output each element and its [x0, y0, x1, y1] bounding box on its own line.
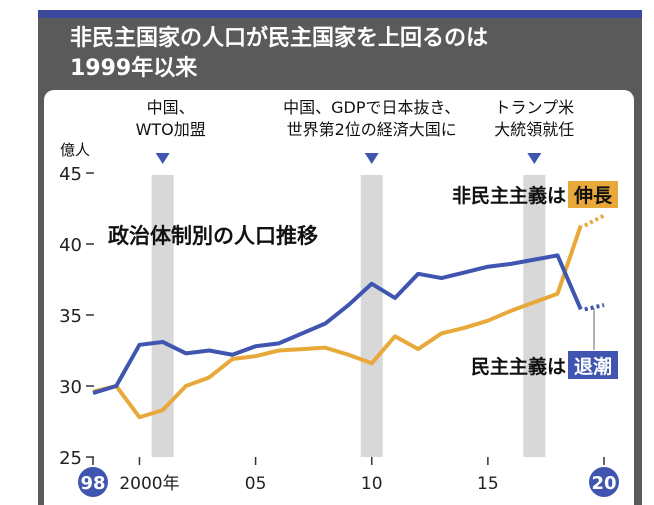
- title-line-2: 1999年以来: [70, 56, 198, 81]
- y-axis-label: 億人: [60, 141, 90, 159]
- event-marker-icon: [364, 153, 379, 164]
- series-badge-democracy: 退潮: [574, 356, 612, 378]
- x-tick-badge: [78, 467, 108, 497]
- x-tick-label: 15: [477, 474, 499, 494]
- event-label: 中国、GDPで日本抜き、: [283, 98, 460, 117]
- page-title: 非民主国家の人口が民主国家を上回るのは 1999年以来: [70, 24, 630, 84]
- event-marker-icon: [527, 153, 542, 164]
- x-tick-label: 10: [361, 474, 383, 494]
- x-tick-badge: [589, 467, 619, 497]
- event-label: 中国、: [147, 98, 195, 117]
- series-label-nondemocracy: 非民主主義は: [452, 184, 566, 207]
- y-tick-label: 40: [59, 235, 82, 256]
- x-tick-label: 98: [80, 473, 105, 494]
- event-band: [360, 175, 383, 457]
- badge-bg: [568, 181, 618, 208]
- x-tick-label: 20: [591, 473, 616, 494]
- chart-title: 政治体制別の人口推移: [108, 224, 318, 248]
- title-line-1: 非民主国家の人口が民主国家を上回るのは: [70, 26, 489, 51]
- y-tick-label: 25: [59, 448, 82, 469]
- y-tick-label: 35: [59, 306, 82, 327]
- event-label: 世界第2位の経済大国に: [287, 120, 457, 139]
- event-marker-icon: [155, 153, 170, 164]
- x-tick-label: 2000年: [119, 474, 179, 494]
- event-band: [151, 175, 174, 457]
- series-label-democracy: 民主主義は: [471, 355, 566, 378]
- y-tick-label: 45: [59, 164, 82, 185]
- event-label: 大統領就任: [494, 120, 574, 139]
- event-label: WTO加盟: [136, 120, 206, 139]
- series-badge-nondemocracy: 伸長: [573, 184, 613, 207]
- y-tick-label: 30: [59, 377, 82, 398]
- badge-bg: [568, 351, 618, 379]
- header-band: [38, 18, 642, 90]
- series-line-democracy: [92, 253, 583, 396]
- x-tick-label: 05: [245, 474, 267, 494]
- event-label: トランプ米: [495, 98, 575, 117]
- accent-bar: [38, 10, 642, 18]
- event-band: [523, 175, 546, 457]
- projection-line: [583, 213, 605, 228]
- series-line-nondemocracy: [92, 224, 583, 420]
